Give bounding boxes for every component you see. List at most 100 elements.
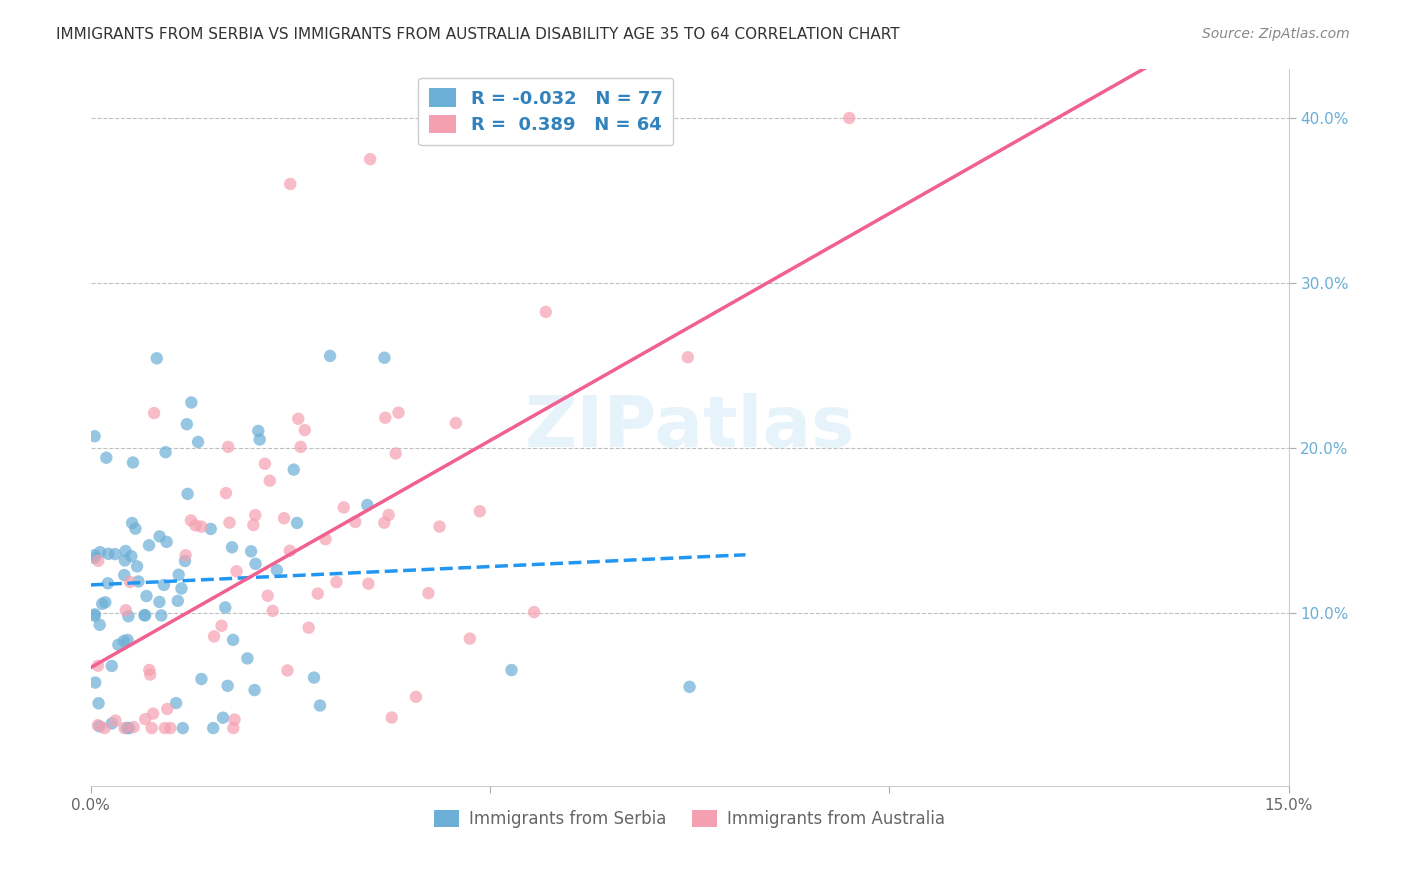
Point [114,553,136,567]
Point [501,663,523,677]
Point [374,410,396,425]
Point [174,548,197,562]
Point [176,487,198,501]
Point [287,411,309,425]
Point [148,595,170,609]
Point [122,455,145,469]
Point [104,547,127,561]
Legend: Immigrants from Serbia, Immigrants from Australia: Immigrants from Serbia, Immigrants from … [427,804,952,835]
Point [253,457,276,471]
Point [356,498,378,512]
Point [117,632,139,647]
Point [523,605,546,619]
Point [143,406,166,420]
Point [89,719,111,733]
Point [114,544,136,558]
Point [302,671,325,685]
Point [121,516,143,530]
Point [166,594,188,608]
Point [359,152,381,166]
Point [214,600,236,615]
Point [141,721,163,735]
Point [172,721,194,735]
Point [240,544,263,558]
Point [319,349,342,363]
Point [97,547,120,561]
Point [242,518,264,533]
Point [285,516,308,530]
Point [678,680,700,694]
Point [294,423,316,437]
Point [115,721,138,735]
Point [236,651,259,665]
Point [174,554,197,568]
Point [276,664,298,678]
Point [224,713,246,727]
Point [184,518,207,533]
Point [381,710,404,724]
Point [212,711,235,725]
Point [134,712,156,726]
Point [187,434,209,449]
Point [259,474,281,488]
Point [89,545,111,559]
Point [83,607,105,622]
Point [373,351,395,365]
Point [290,440,312,454]
Point [344,515,367,529]
Text: IMMIGRANTS FROM SERBIA VS IMMIGRANTS FROM AUSTRALIA DISABILITY AGE 35 TO 64 CORR: IMMIGRANTS FROM SERBIA VS IMMIGRANTS FRO… [56,27,900,42]
Point [325,575,347,590]
Point [93,721,115,735]
Point [153,721,176,735]
Point [373,516,395,530]
Point [247,424,270,438]
Point [87,554,110,568]
Point [273,511,295,525]
Point [190,672,212,686]
Point [89,617,111,632]
Point [200,522,222,536]
Point [222,721,245,735]
Point [429,519,451,533]
Point [83,608,105,623]
Point [114,603,136,617]
Point [150,608,173,623]
Point [83,548,105,562]
Point [315,532,337,546]
Point [118,721,141,735]
Point [135,589,157,603]
Point [468,504,491,518]
Point [333,500,356,515]
Point [87,718,110,732]
Point [112,568,135,582]
Point [262,604,284,618]
Point [534,305,557,319]
Point [149,529,172,543]
Point [159,721,181,735]
Point [676,351,699,365]
Point [202,629,225,643]
Point [120,549,142,564]
Point [97,576,120,591]
Point [134,608,156,623]
Point [84,675,107,690]
Point [94,595,117,609]
Point [243,683,266,698]
Point [87,658,110,673]
Point [100,659,122,673]
Point [104,714,127,728]
Point [118,574,141,589]
Point [221,541,243,555]
Point [156,702,179,716]
Point [83,551,105,566]
Point [96,450,118,465]
Point [215,486,238,500]
Point [153,578,176,592]
Point [307,587,329,601]
Point [170,582,193,596]
Point [101,716,124,731]
Point [155,445,177,459]
Point [211,619,233,633]
Point [377,508,399,522]
Point [107,638,129,652]
